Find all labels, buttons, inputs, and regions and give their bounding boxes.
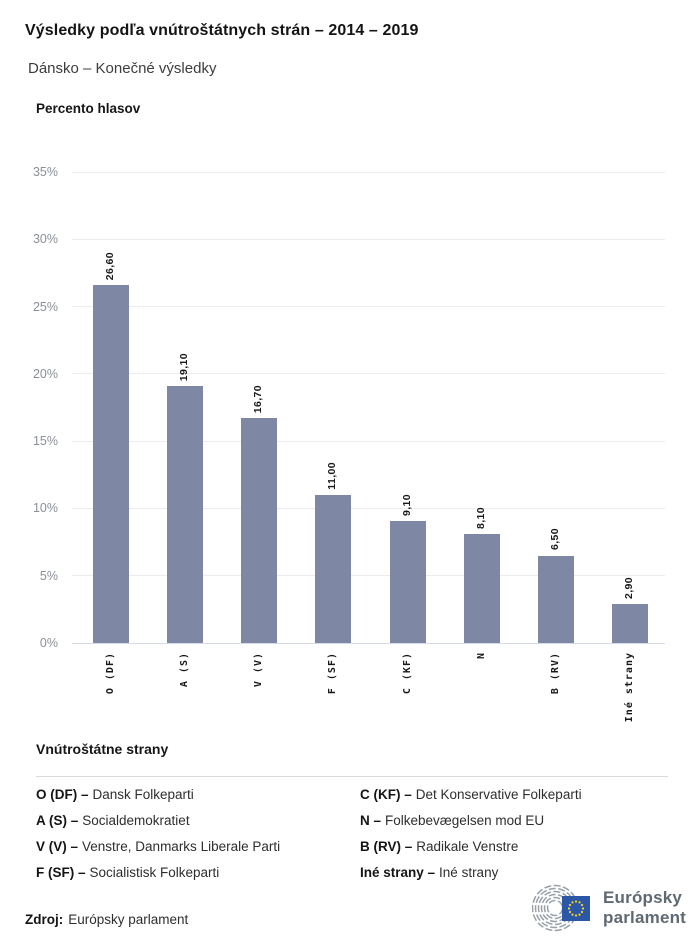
bar-value-label: 6,50 (548, 528, 561, 551)
x-tick-label-f-sf: F (SF) (327, 652, 339, 695)
bar-iné-strany (611, 603, 648, 643)
party-abbr: V (V) – (36, 839, 79, 854)
x-axis-line (72, 642, 665, 644)
party-abbr: B (RV) – (360, 839, 413, 854)
bar-b-rv (537, 555, 574, 643)
bar-v-v (241, 418, 278, 643)
gridline (72, 575, 665, 577)
bar-f-sf (315, 494, 352, 643)
y-tick-label: 15% (32, 434, 58, 449)
bar-value-label: 19,10 (178, 352, 191, 381)
ep-hemicycle-flag-icon (532, 884, 590, 932)
bar-c-kf (389, 520, 426, 643)
gridline (72, 171, 665, 173)
y-axis-title: Percento hlasov (36, 101, 141, 116)
party-abbr: A (S) – (36, 813, 79, 828)
source-line: Zdroj: Európsky parlament (25, 912, 188, 927)
european-parliament-logo: Európsky parlament (532, 883, 686, 933)
y-tick-label: 20% (32, 366, 58, 381)
page-title: Výsledky podľa vnútroštátnych strán – 20… (25, 22, 419, 39)
plot-area: 0% 5% 10% 15% 20% 25% 30% 35% 26,60 O (DF) 19,10 A … (0, 140, 700, 730)
legend-title: Vnútroštátne strany (36, 741, 169, 757)
y-tick-label: 5% (39, 568, 58, 583)
legend-item: Iné strany – Iné strany (360, 860, 676, 886)
y-tick-label: 10% (32, 501, 58, 516)
y-tick-label: 0% (39, 636, 58, 650)
x-tick-label-iné-strany: Iné strany (623, 652, 635, 723)
x-tick-label-n: N (475, 652, 487, 660)
party-abbr: F (SF) – (36, 865, 86, 880)
party-abbr: N – (360, 813, 382, 828)
source-label: Zdroj: (25, 912, 64, 927)
gridline (72, 238, 665, 240)
party-abbr: C (KF) – (360, 787, 412, 802)
party-abbr: Iné strany – (360, 865, 436, 880)
legend-item: N – Folkebevægelsen mod EU (360, 808, 676, 834)
party-name: Socialistisk Folkeparti (89, 865, 220, 880)
bar-o-df (93, 285, 129, 643)
party-name: Det Konservative Folkeparti (415, 787, 582, 802)
legend-item: O (DF) – Dansk Folkeparti (36, 782, 360, 808)
gridline (72, 306, 665, 308)
legend-item: V (V) – Venstre, Danmarks Liberale Parti (36, 834, 360, 860)
bar-value-label: 8,10 (474, 506, 487, 529)
legend-item: F (SF) – Socialistisk Folkeparti (36, 860, 360, 886)
bar-value-label: 11,00 (326, 462, 339, 490)
party-name: Iné strany (439, 865, 499, 880)
y-tick-label: 30% (32, 232, 58, 247)
x-tick-label-c-kf: C (KF) (401, 652, 413, 695)
logo-text: Európsky parlament (603, 888, 686, 928)
bar-value-label: 16,70 (252, 385, 265, 414)
x-tick-label-v-v: V (V) (253, 652, 265, 688)
source-value: Európsky parlament (68, 912, 189, 927)
party-abbr: O (DF) – (36, 787, 89, 802)
party-name: Socialdemokratiet (82, 813, 190, 828)
eu-flag-icon (562, 896, 590, 921)
bar-value-label: 9,10 (400, 493, 413, 516)
legend-divider (36, 776, 668, 777)
gridline (72, 440, 665, 442)
bar-value-label: 2,90 (622, 576, 635, 599)
party-name: Radikale Venstre (416, 839, 519, 854)
logo-text-line1: Európsky (603, 888, 683, 907)
page-subtitle: Dánsko – Konečné výsledky (28, 60, 217, 77)
legend-item: C (KF) – Det Konservative Folkeparti (360, 782, 676, 808)
gridline (72, 507, 665, 509)
legend-item: B (RV) – Radikale Venstre (360, 834, 676, 860)
bar-n (463, 533, 500, 643)
party-name: Folkebevægelsen mod EU (385, 813, 545, 828)
legend-grid: O (DF) – Dansk Folkeparti A (S) – Socialde… (36, 782, 676, 886)
bar-a-s (167, 385, 204, 643)
legend-item: A (S) – Socialdemokratiet (36, 808, 360, 834)
bar-value-label: 26,60 (104, 251, 116, 281)
logo-text-line2: parlament (603, 908, 687, 927)
party-name: Venstre, Danmarks Liberale Parti (82, 839, 281, 854)
y-tick-label: 35% (32, 165, 58, 179)
x-tick-label-o-df: O (DF) (105, 652, 116, 695)
party-name: Dansk Folkeparti (92, 787, 194, 802)
x-tick-label-a-s: A (S) (179, 652, 191, 688)
y-tick-label: 25% (32, 299, 58, 314)
gridline (72, 373, 665, 375)
eu-flag-stars (567, 900, 585, 917)
x-tick-label-b-rv: B (RV) (549, 652, 561, 695)
